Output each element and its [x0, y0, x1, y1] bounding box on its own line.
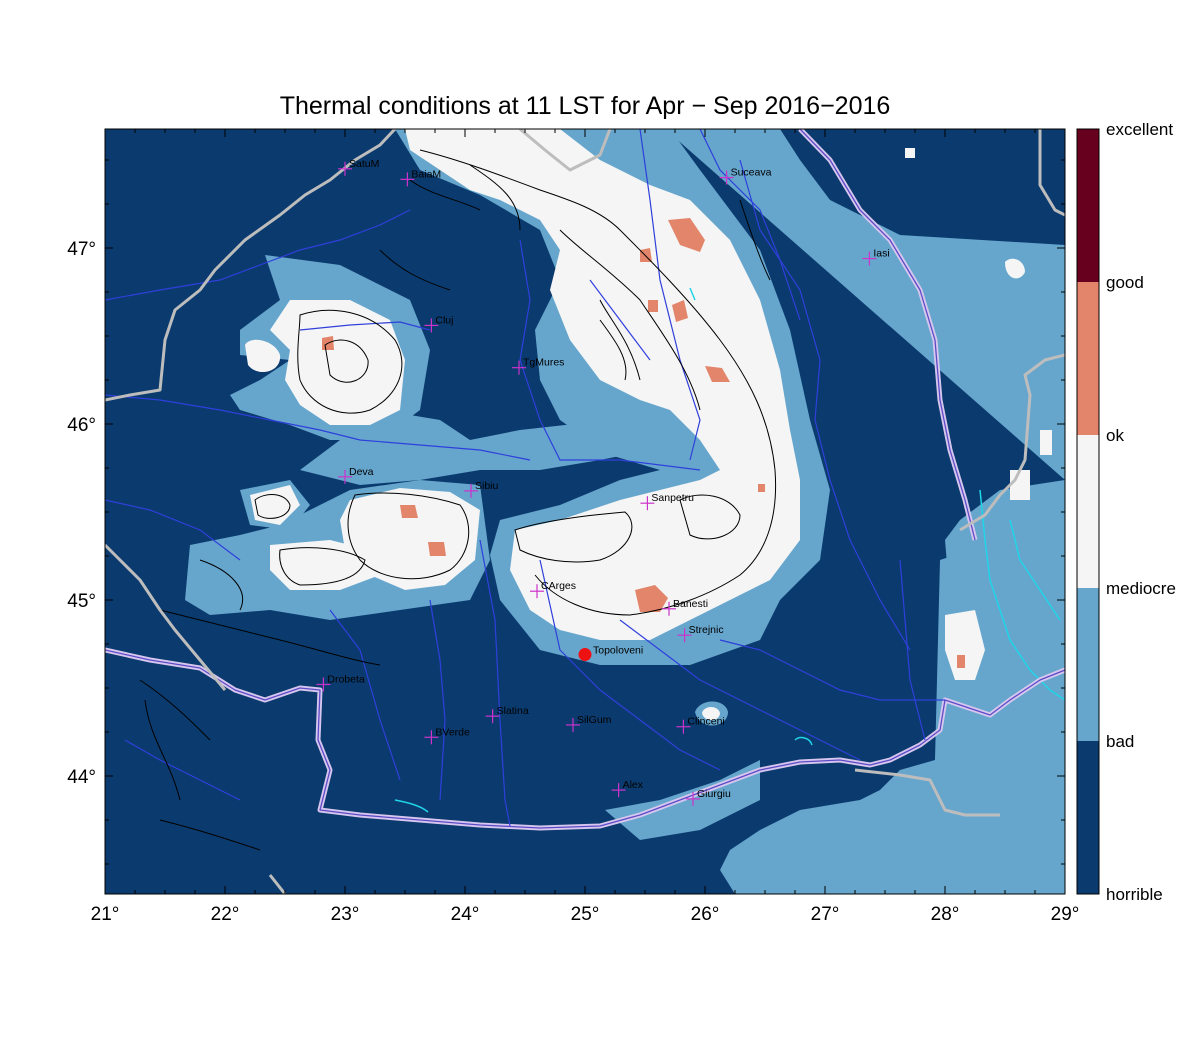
city-marker: CArges — [530, 580, 576, 599]
lat-tick-label: 45° — [67, 591, 96, 612]
colorbar-segment — [1077, 588, 1099, 741]
colorbar-label: excellent — [1106, 120, 1173, 139]
lat-tick-label: 46° — [67, 415, 96, 436]
city-marker: Alex — [611, 779, 644, 798]
city-label: Deva — [349, 466, 374, 478]
city-label: Banesti — [673, 598, 708, 610]
map-title: Thermal conditions at 11 LST for Apr − S… — [279, 92, 891, 120]
map-area: SatuM BaiaM Suceava Iasi Cluj TgMures Deva Sibi… — [105, 129, 1065, 894]
lon-tick-label: 29° — [1051, 904, 1080, 925]
city-marker: TgMures — [512, 357, 564, 375]
contour-lines — [139, 149, 777, 851]
region-mediocre-parang — [270, 540, 380, 590]
city-marker: Drobeta — [316, 673, 365, 692]
city-marker: SilGum — [566, 714, 612, 732]
region-mediocre-retezat — [250, 485, 300, 525]
city-marker: Strejnic — [677, 624, 724, 643]
region-bad-south-east — [760, 520, 1065, 894]
lat-tick-label: 44° — [67, 767, 96, 788]
colorbar-label: bad — [1106, 732, 1134, 751]
city-label: Clinceni — [687, 716, 724, 728]
city-marker: Slatina — [485, 705, 529, 724]
city-label: BaiaM — [411, 168, 441, 180]
colorbar-segment — [1077, 435, 1099, 588]
city-marker: Deva — [338, 466, 374, 484]
city-label: CArges — [541, 580, 576, 592]
station-layer: Topoloveni — [578, 645, 643, 662]
city-label: Drobeta — [327, 673, 365, 685]
city-marker: SatuM — [338, 158, 379, 176]
city-label: BVerde — [435, 726, 470, 738]
topoloveni-station-marker — [578, 648, 592, 662]
region-mediocre-eastern-carpathians — [405, 129, 800, 640]
city-label: Iasi — [873, 248, 889, 260]
colorbar-segment — [1077, 282, 1099, 435]
city-label: Cluj — [435, 314, 453, 326]
lon-tick-label: 28° — [931, 904, 960, 925]
colorbar-label: mediocre — [1106, 579, 1176, 598]
lon-tick-label: 22° — [211, 904, 240, 925]
axis-ticks — [104, 129, 1066, 894]
city-label: Alex — [623, 779, 644, 791]
lon-tick-label: 25° — [571, 904, 600, 925]
colorbar-frame — [1076, 128, 1100, 895]
city-label: Sanpetru — [651, 492, 694, 504]
lat-tick-label: 47° — [67, 239, 96, 260]
lon-tick-label: 26° — [691, 904, 720, 925]
axis-labels: 21° 22° 23° 24° 25° 26° 27° 28° 29° 47° 46° 45° 44° — [67, 239, 1079, 925]
city-marker: BaiaM — [400, 168, 441, 187]
lon-tick-label: 21° — [91, 904, 120, 925]
topoloveni-label: Topoloveni — [593, 645, 643, 657]
colorbar-label: horrible — [1106, 885, 1163, 904]
region-bad-deva-arm — [300, 410, 650, 485]
city-label: SilGum — [577, 714, 612, 726]
region-mediocre-east-patch — [945, 610, 985, 680]
colorbar-label: good — [1106, 273, 1144, 292]
region-ok-patches — [322, 218, 965, 668]
city-marker: Cluj — [424, 314, 453, 333]
city-marker: Banesti — [662, 598, 708, 616]
city-marker: Suceava — [719, 167, 772, 185]
city-marker: Clinceni — [676, 716, 725, 734]
city-label: Strejnic — [689, 624, 724, 636]
city-label: SatuM — [349, 158, 379, 170]
region-mediocre-small-west — [245, 339, 281, 373]
city-marker: Giurgiu — [686, 788, 731, 806]
city-label: Sibiu — [475, 480, 499, 492]
city-label: Suceava — [731, 167, 772, 179]
lon-tick-label: 27° — [811, 904, 840, 925]
rivers — [105, 129, 945, 827]
city-marker: Sanpetru — [640, 492, 694, 511]
colorbar: excellent good ok mediocre bad horrible — [1076, 120, 1176, 904]
lon-tick-label: 23° — [331, 904, 360, 925]
region-mediocre-apuseni — [270, 300, 405, 425]
city-markers: SatuM BaiaM Suceava Iasi Cluj TgMures Deva Sibi… — [316, 158, 890, 806]
colorbar-segment — [1077, 741, 1099, 894]
colorbar-segment — [1077, 129, 1099, 282]
lon-tick-label: 24° — [451, 904, 480, 925]
city-label: Giurgiu — [697, 788, 731, 800]
country-borders — [105, 129, 1065, 894]
city-marker: BVerde — [424, 726, 470, 745]
city-label: TgMures — [523, 357, 564, 369]
region-mediocre-bucharest — [702, 707, 720, 721]
city-marker: Sibiu — [464, 480, 499, 498]
colorbar-label: ok — [1106, 426, 1124, 445]
city-marker: Iasi — [862, 248, 890, 266]
lakes — [394, 287, 1065, 813]
city-label: Slatina — [497, 705, 529, 717]
